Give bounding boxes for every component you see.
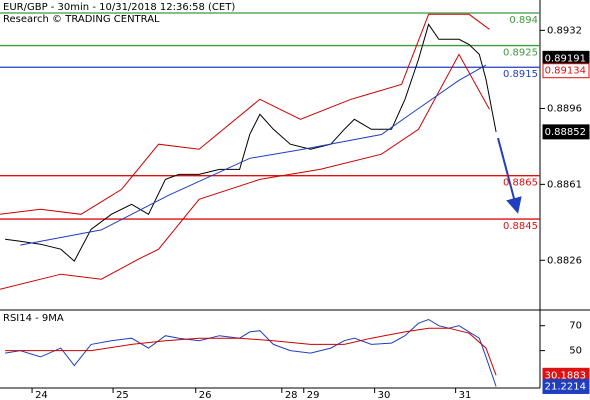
price-tag <box>542 124 590 140</box>
x-tick-label: 26 <box>199 390 212 400</box>
price-tag <box>542 378 590 394</box>
series-line <box>0 53 490 290</box>
series-line <box>5 327 497 376</box>
level-label: 0.8845 <box>503 221 538 232</box>
series-line <box>20 64 487 246</box>
chart-title: EUR/GBP - 30min - 10/31/2018 12:36:58 (C… <box>3 2 235 13</box>
x-tick-label: 30 <box>378 390 391 400</box>
price-tag-label: 0.88852 <box>545 127 586 138</box>
y-tick-label: 0.8826 <box>547 255 582 266</box>
x-tick-label: 29 <box>307 390 320 400</box>
y-tick-label: 0.8932 <box>547 25 582 36</box>
x-tick-label: 24 <box>35 390 48 400</box>
y-tick-label: 0.8861 <box>547 179 582 190</box>
price-tag <box>542 63 590 79</box>
price-tag-label: 21.2214 <box>545 381 586 392</box>
price-tag-label: 0.89134 <box>545 66 586 77</box>
level-label: 0.8865 <box>503 178 538 189</box>
level-label: 0.8915 <box>503 69 538 80</box>
level-label: 0.8925 <box>503 48 538 59</box>
y-tick-label: 70 <box>569 321 582 332</box>
y-tick-label: 0.8896 <box>547 103 582 114</box>
forecast-arrow <box>497 137 522 214</box>
series-line <box>5 318 497 387</box>
x-tick-label: 31 <box>459 390 472 400</box>
series-line <box>5 23 497 262</box>
indicator-title: RSI14 - 9MA <box>3 313 64 324</box>
y-tick-label: 50 <box>569 346 582 357</box>
price-tag-label: 0.89191 <box>545 53 586 64</box>
level-label: 0.894 <box>509 15 538 26</box>
x-tick-label: 28 <box>285 390 298 400</box>
x-tick-label: 25 <box>116 390 129 400</box>
chart-subtitle: Research © TRADING CENTRAL <box>3 14 160 25</box>
series-line <box>0 13 490 215</box>
price-tag-label: 30.1883 <box>545 370 586 381</box>
